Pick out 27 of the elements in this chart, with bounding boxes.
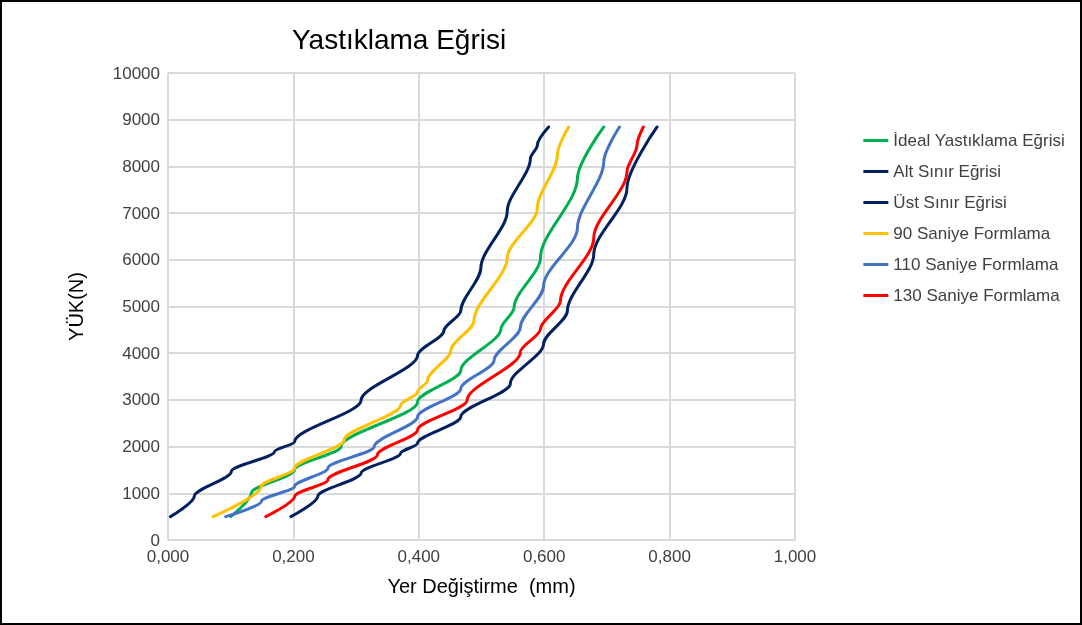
y-tick-label: 10000 [112, 63, 160, 83]
x-tick-label: 0,000 [146, 547, 190, 566]
x-tick-label: 1,000 [773, 547, 817, 566]
legend-label: Üst Sınır Eğrisi [893, 193, 1007, 212]
y-tick-label: 0 [150, 530, 160, 550]
y-tick-label: 7000 [122, 203, 160, 223]
y-tick-label: 8000 [122, 156, 160, 176]
y-tick-label: 1000 [122, 483, 160, 503]
legend-label: Alt Sınır Eğrisi [893, 162, 1002, 181]
y-tick-label: 2000 [122, 437, 160, 457]
x-tick-label: 0,400 [397, 547, 441, 566]
x-tick-label: 0,600 [522, 547, 566, 566]
legend-label: İdeal Yastıklama Eğrisi [893, 131, 1065, 150]
x-tick-label: 0,800 [648, 547, 691, 566]
legend-label: 90 Saniye Formlama [893, 224, 1051, 243]
chart-title: Yastıklama Eğrisi [292, 23, 507, 55]
y-tick-label: 9000 [122, 110, 160, 130]
x-tick-label: 0,200 [272, 547, 315, 566]
x-axis-title: Yer Değiştirme (mm) [387, 575, 576, 597]
legend-label: 110 Saniye Formlama [893, 255, 1059, 274]
y-tick-label: 6000 [122, 250, 160, 270]
y-tick-label: 3000 [122, 390, 160, 410]
y-axis-title: YÜK(N) [65, 272, 87, 341]
y-tick-label: 4000 [122, 343, 160, 363]
legend-label: 130 Saniye Formlama [893, 286, 1061, 305]
y-tick-label: 5000 [122, 297, 160, 316]
line-series [169, 125, 551, 519]
